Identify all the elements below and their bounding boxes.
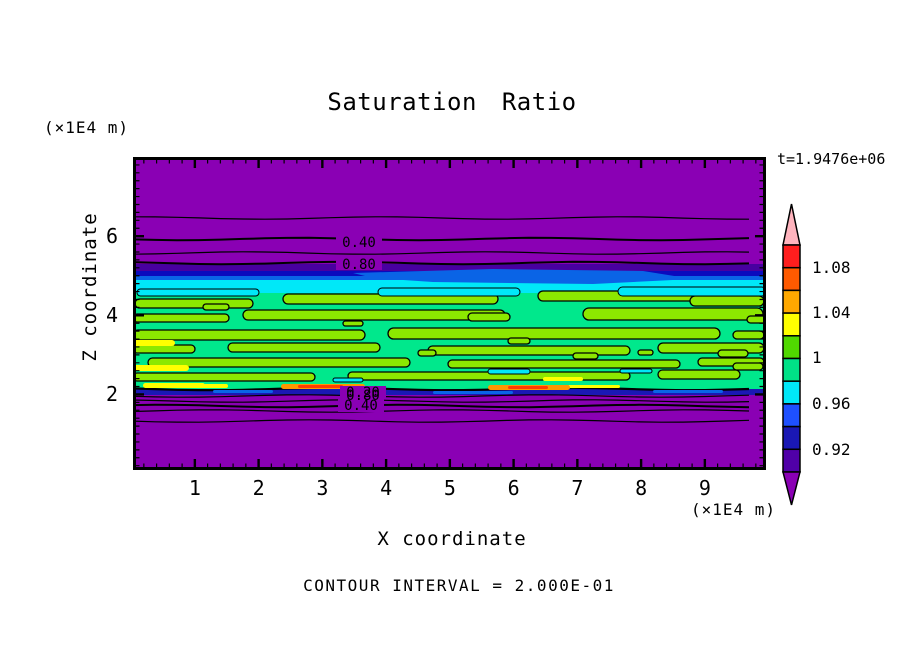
x-tick-label: 3	[316, 476, 329, 500]
colorbar-cell	[782, 266, 801, 292]
plot-border	[133, 157, 766, 470]
colorbar-cell	[782, 357, 801, 382]
x-tick-label: 2	[252, 476, 265, 500]
contour-label: 0.20	[346, 385, 380, 401]
colorbar-tick-label: 0.96	[812, 394, 851, 413]
contour-label: 0.40	[342, 235, 376, 251]
x-tick-label: 6	[507, 476, 520, 500]
x-tick-label: 9	[698, 476, 711, 500]
y-axis-unit-label: (×1E4 m)	[44, 118, 130, 137]
contour-plot: 0.400.800.200.800.40	[133, 157, 766, 470]
colorbar-tick-label: 1	[812, 348, 822, 367]
colorbar-cell	[782, 335, 801, 360]
contour-label: 0.80	[346, 388, 380, 404]
y-tick-label: 2	[105, 382, 118, 407]
page-title: Saturation Ratio	[327, 88, 577, 116]
colorbar-cell	[782, 448, 801, 473]
colorbar-cell	[782, 380, 801, 405]
colorbar-arrow-down	[782, 471, 801, 506]
cyan-wisps	[136, 286, 766, 383]
x-tick-label: 7	[571, 476, 584, 500]
x-tick-label: 4	[380, 476, 393, 500]
contour-interval-label: CONTOUR INTERVAL = 2.000E-01	[303, 576, 615, 595]
x-axis-title: X coordinate	[377, 528, 527, 550]
value-streaks	[133, 340, 723, 394]
x-tick-label: 8	[635, 476, 648, 500]
colorbar-cell	[782, 403, 801, 428]
axis-ticks	[135, 159, 764, 468]
y-tick-label: 4	[105, 303, 118, 328]
colorbar-tick-label: 1.08	[812, 258, 851, 277]
colorbar-cell	[782, 425, 801, 451]
colorbar-tick-label: 0.92	[812, 440, 851, 459]
time-annotation: t=1.9476e+06	[777, 150, 886, 168]
contour-line-labels: 0.400.800.200.800.40	[336, 235, 386, 414]
x-tick-label: 5	[443, 476, 456, 500]
contour-lines	[133, 216, 750, 423]
colorbar-cell	[782, 244, 801, 269]
y-tick-label: 6	[105, 224, 118, 249]
colorbar-cell	[782, 312, 801, 337]
contour-label: 0.40	[344, 398, 378, 414]
colorbar-arrow-up	[782, 203, 801, 246]
colorbar-tick-label: 1.04	[812, 303, 851, 322]
colorbar-cell	[782, 289, 801, 314]
x-axis-unit-label: (×1E4 m)	[690, 500, 776, 519]
contour-label: 0.80	[342, 257, 376, 273]
colorbar	[782, 203, 801, 506]
x-tick-label: 1	[188, 476, 201, 500]
